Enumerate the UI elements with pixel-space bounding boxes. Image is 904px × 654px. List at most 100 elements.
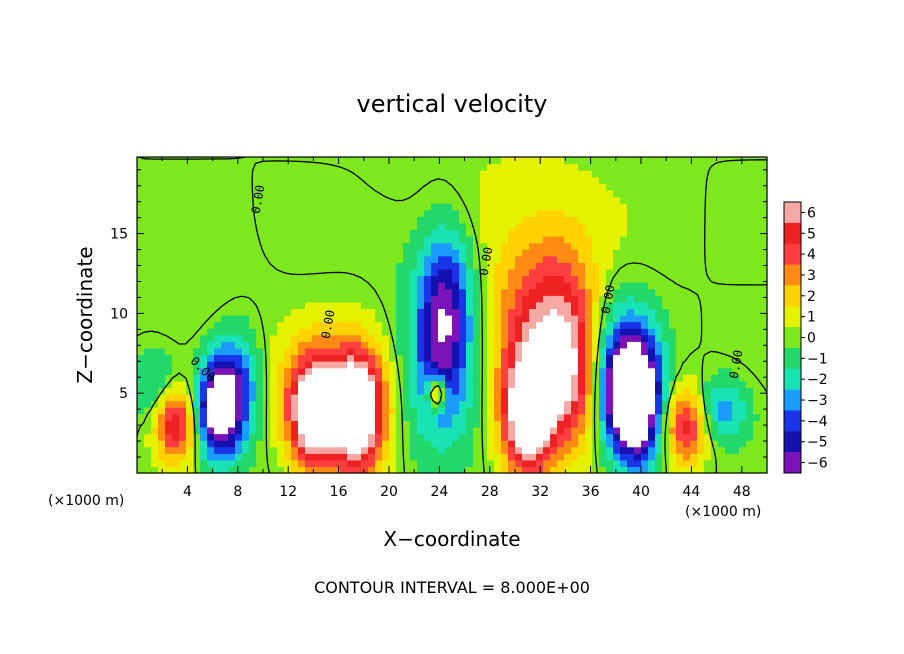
heatmap-cell	[158, 236, 166, 244]
heatmap-cell	[445, 295, 453, 303]
heatmap-cell	[564, 288, 572, 296]
heatmap-cell	[242, 420, 250, 428]
heatmap-cell	[459, 361, 467, 369]
heatmap-cell	[438, 176, 446, 184]
heatmap-cell	[683, 334, 691, 342]
heatmap-cell	[655, 262, 663, 270]
heatmap-cell	[697, 268, 705, 277]
heatmap-cell	[473, 413, 481, 421]
heatmap-cell	[564, 301, 572, 310]
heatmap-cell	[494, 380, 502, 389]
heatmap-cell	[662, 347, 670, 356]
heatmap-cell	[494, 361, 502, 369]
heatmap-cell	[718, 157, 726, 165]
heatmap-cell	[592, 328, 600, 336]
heatmap-cell	[417, 426, 425, 435]
heatmap-cell	[599, 163, 607, 171]
heatmap-cell	[333, 407, 341, 415]
heatmap-cell	[648, 354, 656, 362]
heatmap-cell	[732, 453, 740, 461]
heatmap-cell	[165, 354, 173, 362]
heatmap-cell	[137, 459, 145, 468]
heatmap-cell	[333, 321, 341, 329]
heatmap-cell	[144, 315, 152, 323]
heatmap-cell	[319, 400, 327, 408]
heatmap-cell	[361, 189, 369, 198]
heatmap-cell	[676, 295, 684, 303]
heatmap-cell	[606, 321, 614, 329]
heatmap-cell	[438, 196, 446, 204]
heatmap-cell	[578, 275, 586, 283]
heatmap-cell	[396, 157, 404, 165]
heatmap-cell	[410, 446, 418, 454]
heatmap-cell	[347, 354, 355, 362]
heatmap-cell	[249, 268, 257, 277]
heatmap-cell	[284, 255, 292, 263]
heatmap-cell	[193, 295, 201, 303]
heatmap-cell	[487, 334, 495, 342]
heatmap-cell	[284, 189, 292, 198]
heatmap-cell	[382, 334, 390, 342]
heatmap-cell	[606, 387, 614, 395]
heatmap-cell	[417, 216, 425, 224]
heatmap-cell	[746, 229, 754, 237]
heatmap-cell	[158, 301, 166, 310]
heatmap-cell	[319, 308, 327, 316]
heatmap-cell	[676, 315, 684, 323]
heatmap-cell	[438, 446, 446, 454]
heatmap-cell	[536, 328, 544, 336]
heatmap-cell	[599, 387, 607, 395]
heatmap-cell	[291, 176, 299, 184]
heatmap-cell	[711, 334, 719, 342]
heatmap-cell	[417, 183, 425, 191]
heatmap-cell	[655, 387, 663, 395]
heatmap-cell	[746, 268, 754, 277]
heatmap-cell	[648, 334, 656, 342]
heatmap-cell	[158, 209, 166, 217]
heatmap-cell	[508, 176, 516, 184]
heatmap-cell	[529, 229, 537, 237]
heatmap-cell	[543, 288, 551, 296]
heatmap-cell	[347, 157, 355, 165]
heatmap-cell	[452, 420, 460, 428]
heatmap-cell	[249, 288, 257, 296]
heatmap-cell	[403, 426, 411, 435]
heatmap-cell	[627, 189, 635, 198]
heatmap-cell	[158, 242, 166, 250]
heatmap-cell	[179, 242, 187, 250]
heatmap-cell	[557, 308, 565, 316]
heatmap-cell	[543, 407, 551, 415]
heatmap-cell	[319, 440, 327, 448]
heatmap-cell	[179, 453, 187, 461]
heatmap-cell	[655, 394, 663, 402]
heatmap-cell	[578, 196, 586, 204]
heatmap-cell	[354, 275, 362, 283]
heatmap-cell	[746, 426, 754, 435]
heatmap-cell	[501, 249, 509, 257]
heatmap-cell	[431, 157, 439, 165]
heatmap-cell	[452, 301, 460, 310]
heatmap-cell	[228, 183, 236, 191]
heatmap-cell	[424, 407, 432, 415]
heatmap-cell	[179, 163, 187, 171]
heatmap-cell	[732, 315, 740, 323]
heatmap-cell	[641, 380, 649, 389]
heatmap-cell	[641, 242, 649, 250]
heatmap-cell	[690, 361, 698, 369]
heatmap-cell	[340, 321, 348, 329]
heatmap-cell	[550, 361, 558, 369]
heatmap-cell	[452, 268, 460, 277]
heatmap-cell	[319, 367, 327, 375]
heatmap-cell	[151, 453, 159, 461]
heatmap-cell	[375, 354, 383, 362]
heatmap-cell	[361, 268, 369, 277]
heatmap-cell	[620, 229, 628, 237]
heatmap-cell	[543, 420, 551, 428]
heatmap-cell	[585, 374, 593, 382]
heatmap-cell	[669, 446, 677, 454]
heatmap-cell	[676, 440, 684, 448]
heatmap-cell	[193, 282, 201, 290]
heatmap-cell	[403, 459, 411, 468]
heatmap-cell	[417, 321, 425, 329]
heatmap-cell	[193, 255, 201, 263]
